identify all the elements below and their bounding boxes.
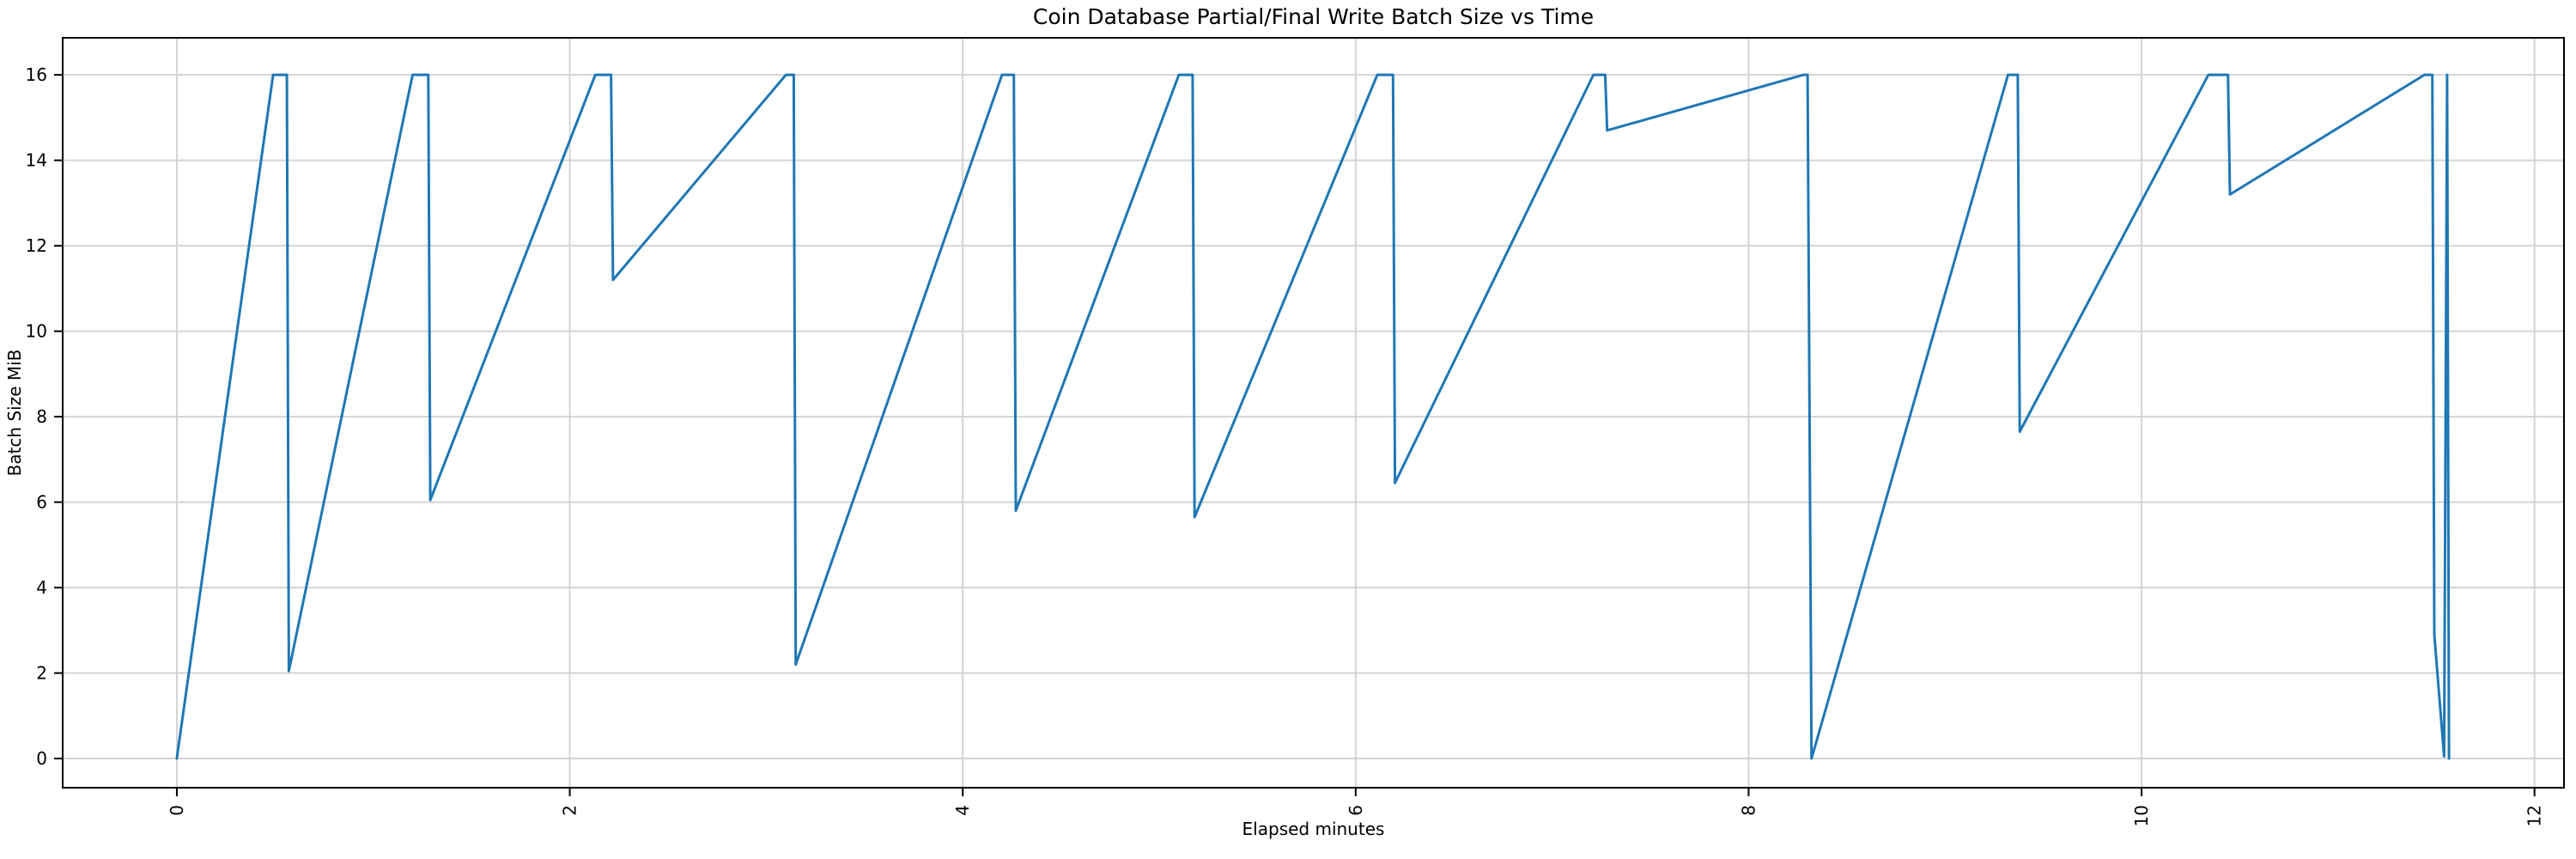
- gridlines: [63, 38, 2564, 788]
- x-tick-label: 12: [2524, 805, 2545, 826]
- y-tick-label: 0: [36, 748, 47, 769]
- x-tick-label: 4: [952, 805, 973, 816]
- y-axis-tick-labels: 0 2 4 6 8 10 12 14 16: [26, 64, 47, 769]
- x-tick-label: 8: [1738, 805, 1759, 816]
- chart-title: Coin Database Partial/Final Write Batch …: [1033, 4, 1594, 29]
- plot-border: [62, 37, 2565, 789]
- axis-tick-marks: [54, 74, 2536, 796]
- x-tick-label: 10: [2131, 805, 2152, 826]
- y-tick-label: 12: [26, 235, 47, 256]
- series-line-batch-size-mib: [175, 73, 2451, 760]
- x-axis-label: Elapsed minutes: [1242, 819, 1385, 839]
- x-tick-label: 0: [167, 805, 187, 816]
- y-tick-label: 4: [36, 577, 47, 598]
- x-tick-label: 2: [560, 805, 580, 816]
- y-tick-label: 2: [36, 662, 47, 683]
- y-axis-label: Batch Size MiB: [4, 350, 25, 477]
- y-tick-label: 14: [26, 149, 47, 170]
- y-tick-label: 8: [36, 406, 47, 427]
- x-tick-label: 6: [1346, 805, 1366, 816]
- y-tick-label: 10: [26, 320, 47, 341]
- x-axis-tick-labels: 0 2 4 6 8 10 12: [167, 805, 2545, 826]
- data-series-layer: [175, 73, 2451, 760]
- y-tick-label: 16: [26, 64, 47, 85]
- y-tick-label: 6: [36, 491, 47, 512]
